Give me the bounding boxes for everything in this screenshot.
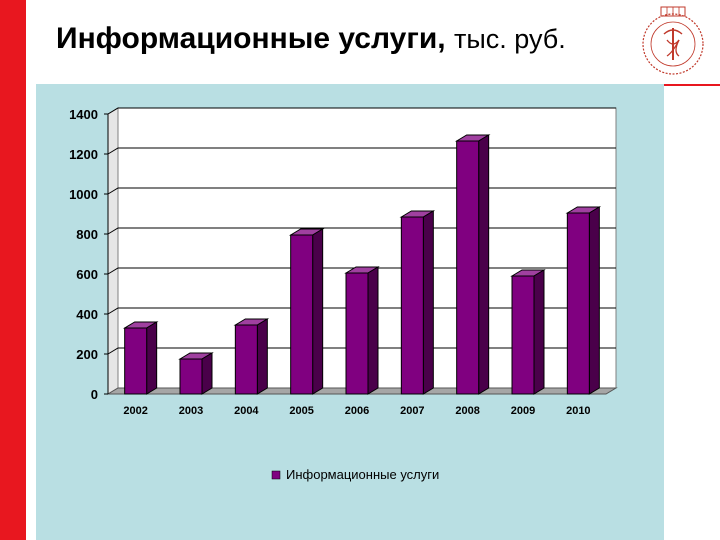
bar-side: [367, 266, 379, 395]
x-tick-label: 2003: [179, 405, 203, 417]
y-tick-label: 1000: [69, 187, 98, 202]
y-tick-label: 1200: [69, 147, 98, 162]
y-tick-label: 1400: [69, 107, 98, 122]
gridline: [107, 107, 616, 115]
accent-side-bar: [0, 0, 26, 540]
x-tick-label: 2002: [123, 405, 147, 417]
y-tick-label: 400: [76, 307, 98, 322]
x-tick-label: 2010: [566, 405, 590, 417]
bar-side: [533, 269, 545, 395]
bar: [566, 212, 590, 395]
bar: [456, 140, 480, 395]
gridline: [107, 347, 616, 355]
gridline: [107, 147, 616, 155]
bar: [234, 324, 258, 395]
bar-side: [312, 228, 324, 395]
bar: [290, 234, 314, 395]
y-tick-label: 800: [76, 227, 98, 242]
x-tick-label: 2005: [289, 405, 313, 417]
header-rule-left: [0, 84, 26, 86]
bar-side: [478, 134, 490, 395]
bar: [179, 358, 203, 395]
bar: [124, 327, 148, 395]
title-unit: тыс. руб.: [453, 24, 566, 54]
university-emblem-icon: [642, 6, 704, 75]
gridline: [107, 227, 616, 235]
page-title: Информационные услуги, тыс. руб.: [56, 22, 566, 56]
bar-side: [201, 352, 213, 395]
x-tick-label: 2008: [455, 405, 479, 417]
y-tick-label: 200: [76, 347, 98, 362]
chart-panel: 0 200 400 600 800 1000 1200 1400 2002 2003 2004 200…: [36, 84, 664, 540]
gridline: [107, 307, 616, 315]
bar: [400, 216, 424, 395]
y-tick-label: 0: [91, 387, 98, 402]
x-tick-label: 2009: [511, 405, 535, 417]
bar-chart: 0 200 400 600 800 1000 1200 1400 2002 2003 2004 200…: [69, 107, 618, 482]
gridline: [107, 187, 616, 195]
bar-side: [422, 210, 434, 395]
bar-side: [256, 318, 268, 395]
x-tick-label: 2007: [400, 405, 424, 417]
legend-swatch: [271, 470, 281, 480]
gridline: [107, 267, 616, 275]
bar-side: [146, 321, 158, 395]
bar-side: [588, 206, 600, 395]
header: Информационные услуги, тыс. руб.: [26, 0, 720, 84]
legend-label: Информационные услуги: [286, 467, 439, 482]
x-tick-label: 2004: [234, 405, 259, 417]
bar: [511, 275, 535, 395]
y-tick-label: 600: [76, 267, 98, 282]
title-main: Информационные услуги,: [56, 22, 446, 55]
x-tick-label: 2006: [345, 405, 369, 417]
bar: [345, 272, 369, 395]
